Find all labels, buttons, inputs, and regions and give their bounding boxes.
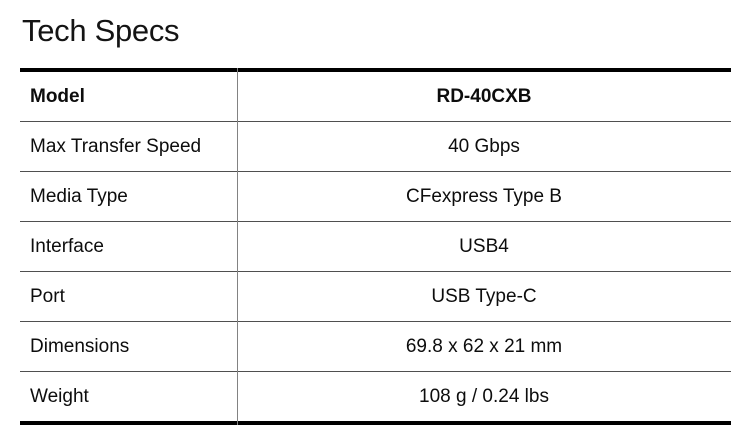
spec-value: 40 Gbps [448, 135, 520, 157]
spec-value: USB4 [459, 235, 509, 257]
spec-label: Media Type [30, 185, 128, 207]
spec-row-model: Model RD-40CXB [20, 72, 731, 122]
page-title: Tech Specs [22, 13, 180, 48]
spec-value: 108 g / 0.24 lbs [419, 385, 549, 407]
spec-value: 69.8 x 62 x 21 mm [405, 335, 563, 357]
spec-label: Interface [30, 235, 104, 257]
spec-value: CFexpress Type B [406, 185, 562, 207]
column-divider [236, 68, 238, 425]
spec-value: USB Type-C [431, 285, 537, 307]
spec-label: Weight [30, 385, 89, 407]
spec-table: Model RD-40CXB Max Transfer Speed 40 Gbp… [20, 68, 731, 425]
spec-label: Port [30, 285, 65, 307]
spec-label: Dimensions [30, 335, 130, 357]
spec-row-weight: Weight 108 g / 0.24 lbs [20, 372, 731, 421]
spec-row-dimensions: Dimensions 69.8 x 62 x 21 mm [20, 322, 731, 372]
spec-label: Max Transfer Speed [30, 135, 202, 157]
spec-row-port: Port USB Type-C [20, 272, 731, 322]
spec-row-media-type: Media Type CFexpress Type B [20, 172, 731, 222]
spec-value: RD-40CXB [436, 85, 532, 107]
spec-row-max-transfer-speed: Max Transfer Speed 40 Gbps [20, 122, 731, 172]
spec-row-interface: Interface USB4 [20, 222, 731, 272]
spec-label: Model [30, 85, 85, 107]
